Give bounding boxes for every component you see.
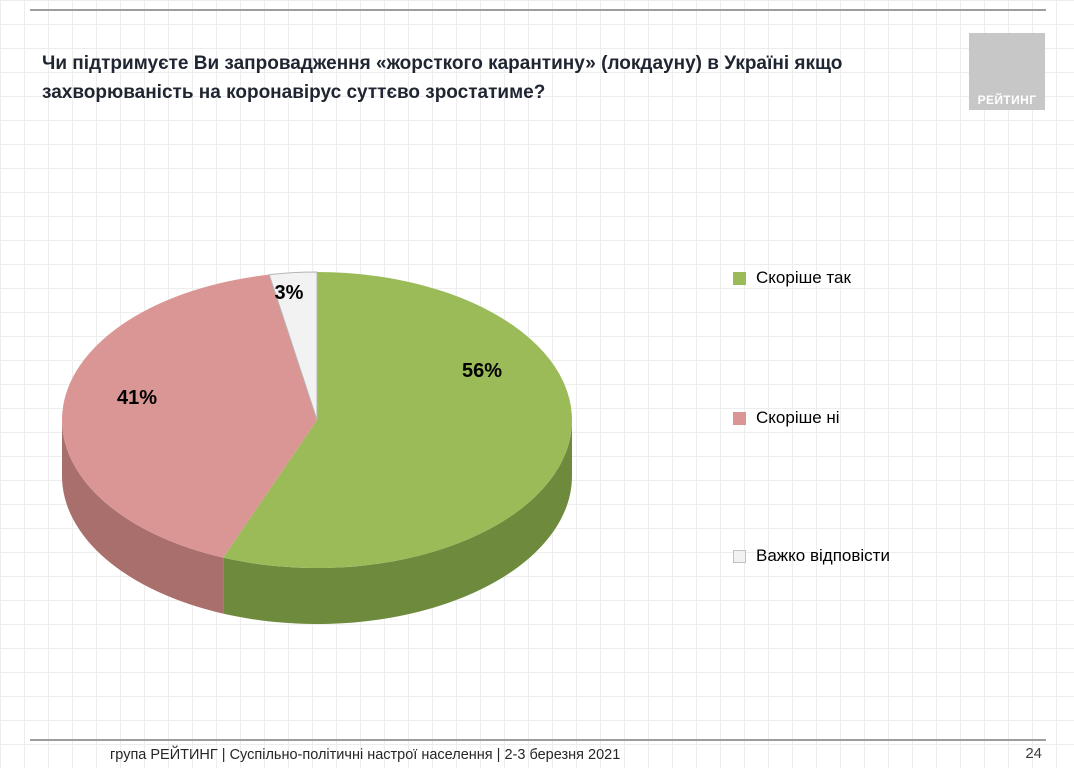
- legend-item-hard: Важко відповісти: [733, 546, 890, 566]
- pie-slice-yes: [223, 272, 572, 568]
- legend-item-no: Скоріше ні: [733, 408, 840, 428]
- pie-label-yes: 56%: [462, 360, 502, 382]
- slide-title-line2: захворюваність на коронавірус суттєво зр…: [42, 81, 546, 103]
- pie-label-no: 41%: [117, 387, 157, 409]
- page-number: 24: [1025, 745, 1042, 762]
- slide-title-line1: Чи підтримуєте Ви запровадження «жорстко…: [42, 53, 843, 74]
- legend-swatch-no: [733, 411, 746, 425]
- pie-chart: 56% 41% 3%: [37, 270, 597, 680]
- legend-swatch-hard: [733, 549, 746, 563]
- legend-label-yes: Скоріше так: [756, 268, 851, 287]
- top-divider: [30, 9, 1046, 11]
- legend-item-yes: Скоріше так: [733, 268, 851, 288]
- rating-group-logo: РЕЙТИНГ: [969, 33, 1045, 110]
- pie-slice-no-side: [62, 420, 224, 614]
- pie-slice-yes-side: [223, 420, 572, 625]
- rating-group-logo-text: РЕЙТИНГ: [977, 93, 1037, 107]
- bottom-divider: [30, 739, 1046, 741]
- pie-chart-svg: 56% 41% 3%: [61, 271, 572, 625]
- slide-title: Чи підтримуєте Ви запровадження «жорстко…: [42, 50, 962, 107]
- chart-legend: Скоріше так Скоріше ні Важко відповісти: [733, 255, 1033, 595]
- pie-slice-no: [61, 274, 317, 558]
- legend-label-hard: Важко відповісти: [756, 546, 890, 565]
- legend-label-no: Скоріше ні: [756, 408, 840, 427]
- legend-swatch-yes: [733, 271, 746, 285]
- pie-slice-hard: [268, 271, 318, 421]
- pie-label-hard: 3%: [275, 282, 304, 304]
- footer-source: група РЕЙТИНГ | Суспільно-політичні наст…: [110, 747, 621, 763]
